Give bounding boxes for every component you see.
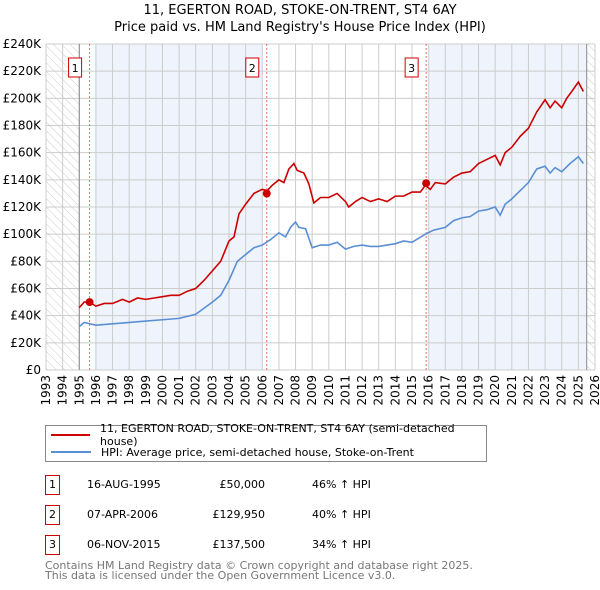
x-tick-label: 2003 — [205, 375, 219, 406]
sale-number-badge: 3 — [45, 535, 60, 555]
legend-item-property: 11, EGERTON ROAD, STOKE-ON-TRENT, ST4 6A… — [51, 422, 486, 448]
x-tick-label: 2012 — [355, 375, 369, 406]
y-tick-label: £80K — [10, 254, 42, 268]
footer-licence: This data is licensed under the Open Gov… — [45, 569, 396, 582]
sale-date: 07-APR-2006 — [87, 508, 159, 521]
legend-swatch-hpi — [51, 451, 91, 453]
sale-date: 06-NOV-2015 — [87, 538, 161, 551]
sale-label-box — [404, 57, 419, 78]
x-tick-label: 1994 — [56, 375, 70, 406]
sale-label: 2 — [249, 62, 256, 75]
x-tick-label: 2004 — [222, 375, 236, 406]
x-tick-label: 2005 — [239, 375, 253, 406]
x-tick-label: 2010 — [322, 375, 336, 406]
sale-number-badge: 2 — [45, 505, 60, 525]
y-tick-label: £20K — [10, 336, 42, 350]
x-tick-label: 2024 — [555, 375, 569, 406]
y-tick-label: £200K — [3, 91, 43, 105]
legend-swatch-property — [51, 434, 91, 436]
sale-label: 3 — [408, 62, 415, 75]
x-tick-label: 2021 — [505, 375, 519, 406]
property-price-line — [78, 80, 585, 309]
sale-price: £50,000 — [219, 478, 266, 491]
x-tick-label: 2025 — [571, 375, 585, 406]
sale-label-box — [68, 57, 83, 78]
y-tick-label: £140K — [3, 173, 43, 187]
x-tick-label: 2009 — [305, 375, 319, 406]
y-tick-label: £180K — [3, 119, 43, 133]
sale-hpi-change: 34% ↑ HPI — [312, 538, 371, 551]
x-tick-label: 1998 — [122, 375, 136, 406]
x-tick-label: 2007 — [272, 375, 286, 406]
y-tick-label: £60K — [10, 282, 42, 296]
x-tick-label: 2001 — [172, 375, 186, 406]
x-tick-label: 2011 — [338, 375, 352, 406]
y-tick-label: £240K — [3, 37, 43, 51]
y-tick-label: £100K — [3, 227, 43, 241]
sale-label: 1 — [72, 62, 79, 75]
footer-copyright: Contains HM Land Registry data © Crown c… — [45, 559, 473, 572]
x-tick-label: 2023 — [538, 375, 552, 406]
sale-label-box — [245, 57, 260, 78]
y-tick-label: £160K — [3, 146, 43, 160]
x-tick-label: 2022 — [521, 375, 535, 406]
sale-date: 16-AUG-1995 — [87, 478, 161, 491]
legend-label-hpi: HPI: Average price, semi-detached house,… — [101, 445, 414, 459]
x-tick-label: 2016 — [422, 375, 436, 406]
x-tick-label: 1995 — [72, 375, 86, 406]
chart-subtitle: Price paid vs. HM Land Registry's House … — [114, 20, 486, 35]
x-tick-label: 2018 — [455, 375, 469, 406]
x-tick-label: 2019 — [472, 375, 486, 406]
sale-price: £129,950 — [212, 508, 266, 521]
y-tick-label: £120K — [3, 200, 43, 214]
x-tick-label: 2013 — [372, 375, 386, 406]
legend: 11, EGERTON ROAD, STOKE-ON-TRENT, ST4 6A… — [45, 422, 487, 462]
sale-point — [422, 179, 431, 188]
price-chart: 1993 1994 1995 1996 1997 1998 1999 2000 2001 2002… — [3, 37, 600, 406]
legend-item-hpi: HPI: Average price, semi-detached house,… — [51, 444, 414, 460]
sale-price: £137,500 — [212, 538, 266, 551]
legend-label-property: 11, EGERTON ROAD, STOKE-ON-TRENT, ST4 6A… — [100, 422, 455, 448]
y-tick-label: £220K — [3, 64, 43, 78]
x-tick-label: 2006 — [255, 375, 269, 406]
x-tick-label: 2026 — [588, 375, 600, 406]
x-tick-label: 1997 — [106, 375, 120, 406]
x-tick-label: 2000 — [155, 375, 169, 406]
x-tick-label: 2017 — [438, 375, 452, 406]
y-tick-label: £0 — [26, 363, 41, 377]
x-tick-label: 1993 — [39, 375, 53, 406]
sale-hpi-change: 40% ↑ HPI — [312, 508, 371, 521]
sale-point — [85, 298, 94, 307]
x-tick-label: 1996 — [89, 375, 103, 406]
sale-hpi-change: 46% ↑ HPI — [312, 478, 371, 491]
x-tick-label: 1999 — [139, 375, 153, 406]
chart-title: 11, EGERTON ROAD, STOKE-ON-TRENT, ST4 6A… — [143, 3, 457, 18]
x-tick-label: 2002 — [189, 375, 203, 406]
hpi-line — [78, 155, 584, 328]
x-tick-label: 2014 — [388, 375, 402, 406]
x-tick-label: 2008 — [289, 375, 303, 406]
sale-number-badge: 1 — [45, 475, 60, 495]
y-tick-label: £40K — [10, 309, 42, 323]
sale-point — [262, 189, 271, 198]
x-tick-label: 2015 — [405, 375, 419, 406]
x-tick-label: 2020 — [488, 375, 502, 406]
